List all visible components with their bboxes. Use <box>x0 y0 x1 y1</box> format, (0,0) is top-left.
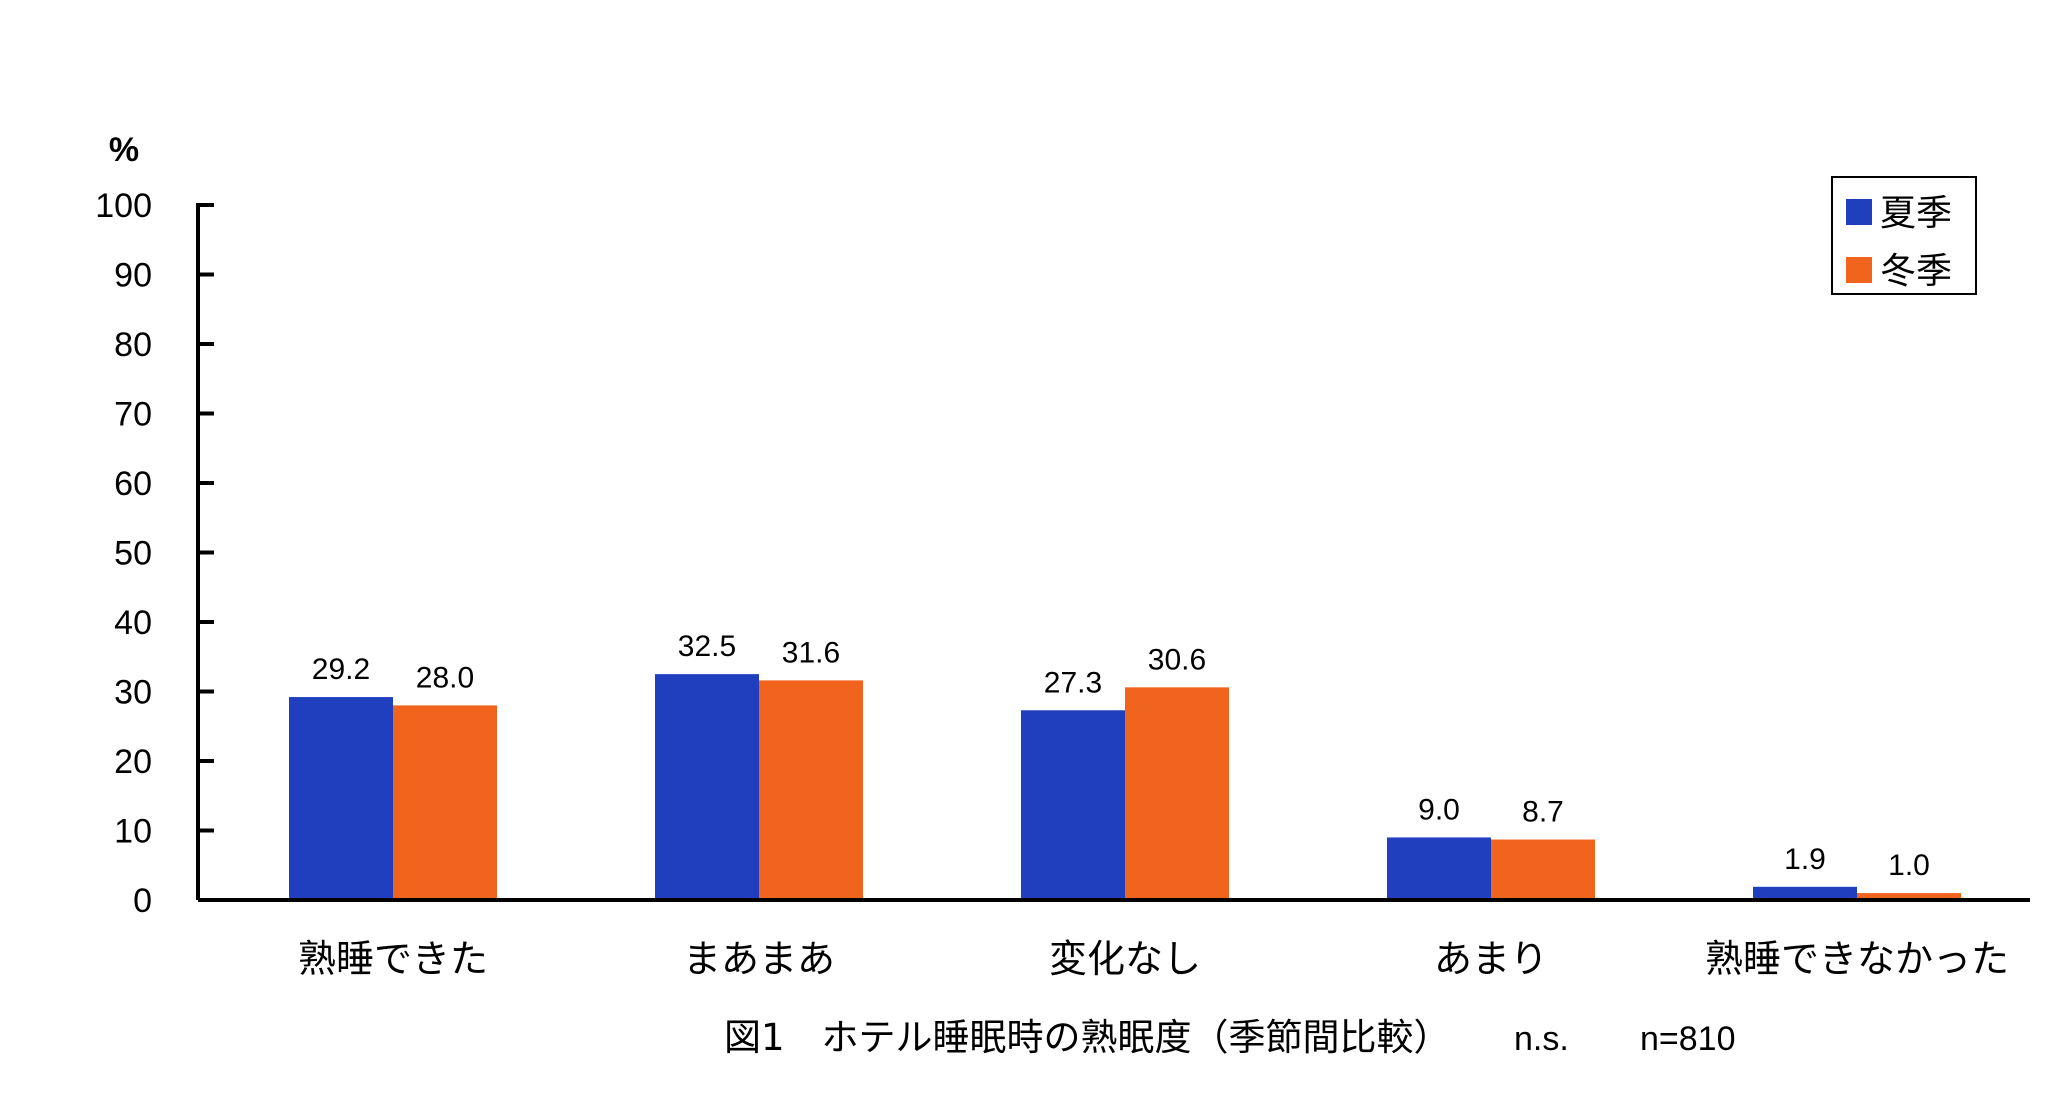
x-category-label: 変化なし <box>1049 937 1201 981</box>
data-label: 32.5 <box>678 630 736 663</box>
x-category-label: まあまあ <box>683 937 835 981</box>
y-tick-label: 60 <box>114 465 152 503</box>
bar-summer <box>1387 837 1491 900</box>
legend-swatch <box>1846 257 1872 283</box>
bar-winter <box>1857 893 1961 900</box>
x-category-label: 熟睡できた <box>298 937 488 981</box>
y-axis-unit-label: % <box>109 131 139 169</box>
data-label: 1.0 <box>1888 849 1930 882</box>
data-label: 9.0 <box>1418 793 1460 826</box>
y-tick-label: 10 <box>114 813 152 851</box>
caption-sample-size: n=810 <box>1640 1020 1736 1058</box>
bar-summer <box>1021 710 1125 900</box>
value-labels: 29.2 28.0 32.5 31.6 27.3 30.6 9.0 8.7 1.9 1.0 <box>312 630 1930 882</box>
category-labels: 熟睡できた まあまあ 変化なし あまり 熟睡できなかった <box>298 937 2009 981</box>
bar-summer <box>1753 886 1857 900</box>
x-category-label: あまり <box>1434 937 1548 981</box>
y-tick-label: 0 <box>133 882 152 920</box>
data-label: 30.6 <box>1148 643 1206 676</box>
legend-label: 夏季 <box>1880 193 1952 234</box>
y-tick-label: 20 <box>114 743 152 781</box>
bar-winter <box>393 705 497 900</box>
caption-significance: n.s. <box>1514 1020 1569 1058</box>
y-tick-label: 100 <box>95 187 152 225</box>
bar-summer <box>289 697 393 900</box>
bar-winter <box>759 680 863 900</box>
bar-winter <box>1491 839 1595 900</box>
bars <box>289 674 1961 900</box>
figure-caption: 図1 ホテル睡眠時の熟眠度（季節間比較） n.s. n=810 <box>724 1016 1736 1059</box>
y-tick-label: 90 <box>114 257 152 295</box>
data-label: 29.2 <box>312 653 370 686</box>
y-tick-label: 50 <box>114 535 152 573</box>
legend-label: 冬季 <box>1880 251 1952 292</box>
x-category-label: 熟睡できなかった <box>1705 937 2009 981</box>
legend-swatch <box>1846 199 1872 225</box>
y-tick-label: 70 <box>114 396 152 434</box>
data-label: 28.0 <box>416 661 474 694</box>
data-label: 27.3 <box>1044 666 1102 699</box>
caption-title: 図1 ホテル睡眠時の熟眠度（季節間比較） <box>724 1016 1451 1059</box>
bar-summer <box>655 674 759 900</box>
y-tick-label: 40 <box>114 604 152 642</box>
y-tick-label: 80 <box>114 326 152 364</box>
bar-winter <box>1125 687 1229 900</box>
data-label: 1.9 <box>1784 843 1826 876</box>
data-label: 31.6 <box>782 636 840 669</box>
y-axis: 0 10 20 30 40 50 60 70 80 90 100 <box>95 187 214 920</box>
y-tick-label: 30 <box>114 674 152 712</box>
data-label: 8.7 <box>1522 796 1564 829</box>
